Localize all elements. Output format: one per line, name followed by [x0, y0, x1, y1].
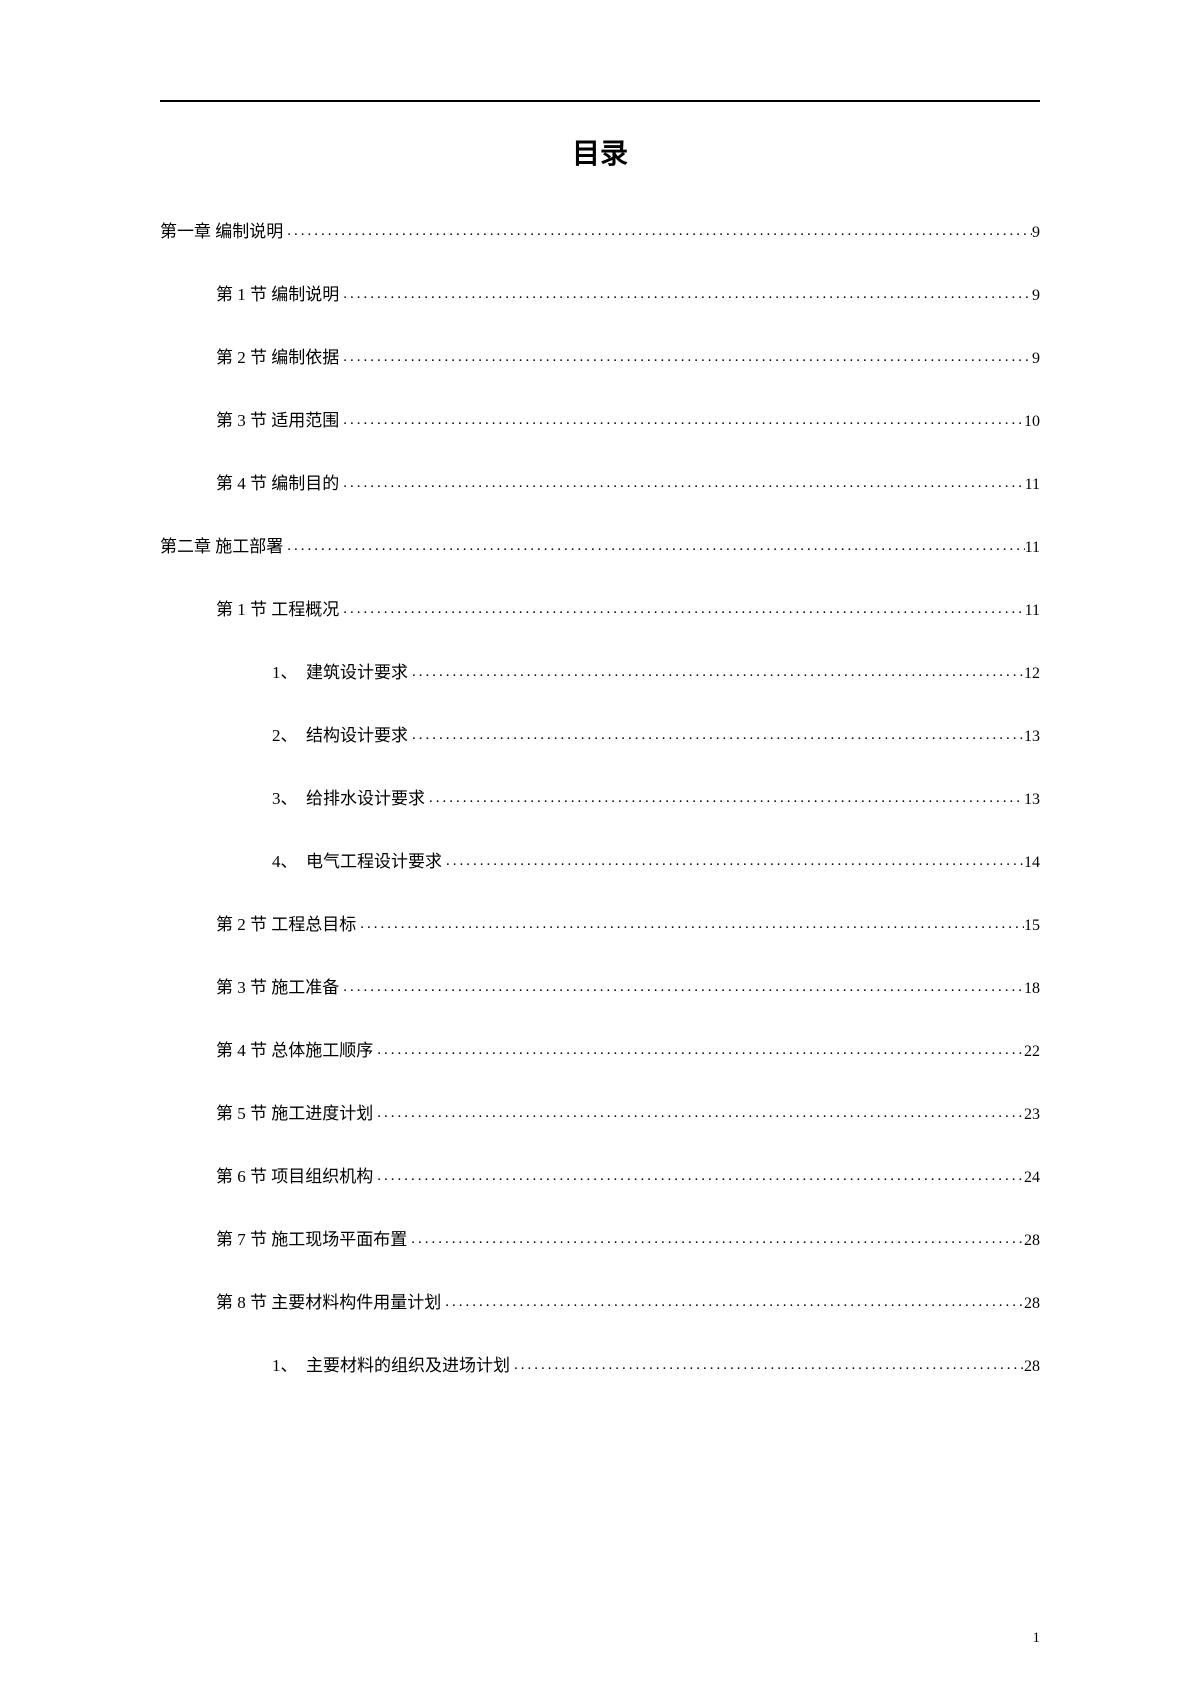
toc-entry: 第二章 施工部署 11: [160, 532, 1040, 557]
toc-leader-dots: [283, 223, 1032, 240]
toc-entry: 第 7 节 施工现场平面布置 28: [216, 1225, 1040, 1250]
toc-entry-page: 28: [1024, 1295, 1040, 1313]
toc-leader-dots: [407, 1231, 1024, 1248]
toc-entry-label: 第 7 节 施工现场平面布置: [216, 1225, 407, 1250]
toc-entry-label: 3、 给排水设计要求: [272, 784, 425, 809]
toc-entry: 第 4 节 编制目的 11: [216, 469, 1040, 494]
toc-entry-label: 1、 主要材料的组织及进场计划: [272, 1351, 510, 1376]
toc-entry: 第 4 节 总体施工顺序 22: [216, 1036, 1040, 1061]
toc-entry: 第 6 节 项目组织机构 24: [216, 1162, 1040, 1187]
toc-entry-page: 22: [1024, 1043, 1040, 1061]
toc-entry-label: 第 2 节 编制依据: [216, 343, 339, 368]
toc-entry-page: 9: [1032, 224, 1040, 242]
toc-leader-dots: [339, 601, 1024, 618]
toc-entry-page: 9: [1032, 350, 1040, 368]
toc-leader-dots: [356, 916, 1024, 933]
toc-entry: 3、 给排水设计要求 13: [272, 784, 1040, 809]
toc-leader-dots: [425, 790, 1024, 807]
toc-leader-dots: [373, 1042, 1024, 1059]
toc-leader-dots: [408, 664, 1024, 681]
toc-leader-dots: [442, 853, 1024, 870]
toc-leader-dots: [373, 1168, 1024, 1185]
toc-entry-page: 23: [1024, 1106, 1040, 1124]
toc-entry-page: 18: [1024, 980, 1040, 998]
toc-entry-label: 第 3 节 施工准备: [216, 973, 339, 998]
toc-entry-page: 11: [1025, 476, 1040, 494]
toc-entry-page: 11: [1025, 539, 1040, 557]
toc-entry-label: 第 1 节 工程概况: [216, 595, 339, 620]
toc-entry: 1、 主要材料的组织及进场计划 28: [272, 1351, 1040, 1376]
toc-entry: 第 2 节 编制依据 9: [216, 343, 1040, 368]
toc-entry: 第 8 节 主要材料构件用量计划 28: [216, 1288, 1040, 1313]
toc-leader-dots: [339, 286, 1032, 303]
toc-leader-dots: [283, 538, 1024, 555]
toc-entry-page: 13: [1024, 728, 1040, 746]
toc-leader-dots: [339, 475, 1024, 492]
toc-entry-page: 15: [1024, 917, 1040, 935]
toc-entry: 2、 结构设计要求 13: [272, 721, 1040, 746]
toc-entry-label: 第二章 施工部署: [160, 532, 283, 557]
toc-entry-page: 12: [1024, 665, 1040, 683]
toc-entry-label: 第 4 节 总体施工顺序: [216, 1036, 373, 1061]
toc-leader-dots: [339, 349, 1032, 366]
toc-entry-label: 第 5 节 施工进度计划: [216, 1099, 373, 1124]
toc-entry: 第 1 节 编制说明 9: [216, 280, 1040, 305]
toc-entry-page: 14: [1024, 854, 1040, 872]
toc-entry-label: 1、 建筑设计要求: [272, 658, 408, 683]
toc-entry: 第一章 编制说明 9: [160, 217, 1040, 242]
toc-entry-label: 4、 电气工程设计要求: [272, 847, 442, 872]
toc-entry-page: 13: [1024, 791, 1040, 809]
toc-entry-page: 28: [1024, 1232, 1040, 1250]
toc-leader-dots: [339, 412, 1024, 429]
toc-entry-label: 第 6 节 项目组织机构: [216, 1162, 373, 1187]
toc-leader-dots: [510, 1357, 1024, 1374]
toc-entry-label: 第 4 节 编制目的: [216, 469, 339, 494]
toc-entry: 第 3 节 适用范围 10: [216, 406, 1040, 431]
toc-entry-page: 11: [1025, 602, 1040, 620]
toc-entry: 第 3 节 施工准备 18: [216, 973, 1040, 998]
toc-entry: 第 1 节 工程概况 11: [216, 595, 1040, 620]
toc-entry-label: 第 2 节 工程总目标: [216, 910, 356, 935]
toc-leader-dots: [339, 979, 1024, 996]
toc-entry: 第 2 节 工程总目标 15: [216, 910, 1040, 935]
page-number: 1: [1033, 1630, 1041, 1647]
toc-entry-page: 9: [1032, 287, 1040, 305]
toc-leader-dots: [408, 727, 1024, 744]
toc-entry-page: 28: [1024, 1358, 1040, 1376]
header-divider: [160, 100, 1040, 102]
toc-entry-page: 10: [1024, 413, 1040, 431]
toc-entry: 4、 电气工程设计要求 14: [272, 847, 1040, 872]
toc-entry-label: 第 3 节 适用范围: [216, 406, 339, 431]
toc-entry-label: 第 8 节 主要材料构件用量计划: [216, 1288, 441, 1313]
toc-entry-label: 第 1 节 编制说明: [216, 280, 339, 305]
toc-leader-dots: [441, 1294, 1024, 1311]
toc-entry: 第 5 节 施工进度计划 23: [216, 1099, 1040, 1124]
toc-entry-label: 第一章 编制说明: [160, 217, 283, 242]
toc-entry-label: 2、 结构设计要求: [272, 721, 408, 746]
toc-entry-page: 24: [1024, 1169, 1040, 1187]
page-title: 目录: [160, 132, 1040, 172]
table-of-contents: 第一章 编制说明 9 第 1 节 编制说明 9 第 2 节 编制依据 9 第 3 节 适用范…: [160, 217, 1040, 1376]
toc-leader-dots: [373, 1105, 1024, 1122]
toc-entry: 1、 建筑设计要求 12: [272, 658, 1040, 683]
